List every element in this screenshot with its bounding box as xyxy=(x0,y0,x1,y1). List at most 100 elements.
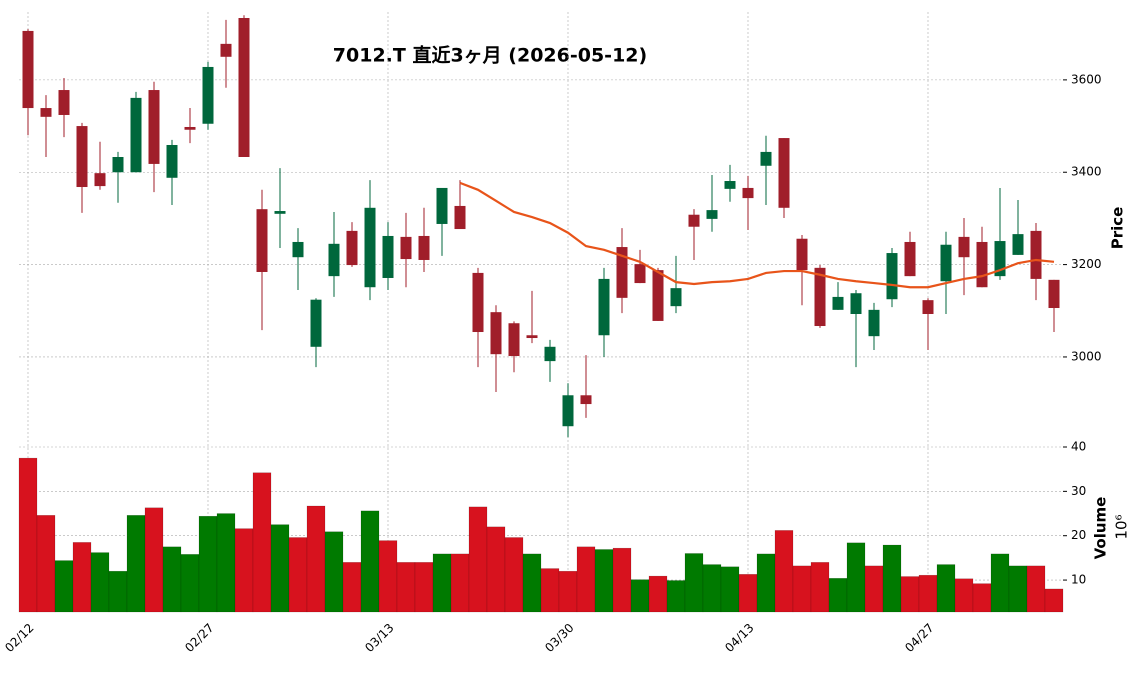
volume-bar xyxy=(954,578,974,613)
x-tick-label: 02/27 xyxy=(182,621,216,655)
candle-body xyxy=(652,270,664,321)
candle-body xyxy=(418,235,430,260)
volume-bar xyxy=(666,580,686,613)
x-tick-label: 03/13 xyxy=(362,621,396,655)
volume-bar xyxy=(828,578,848,613)
candle-body xyxy=(760,151,772,166)
volume-bar xyxy=(684,553,704,613)
candle-body xyxy=(202,66,214,124)
volume-tick-label: 40 xyxy=(1071,440,1086,454)
candle-body xyxy=(76,126,88,188)
y-tick-label: 3600 xyxy=(1071,72,1102,86)
volume-bar xyxy=(630,579,650,613)
volume-bar xyxy=(162,546,182,613)
candle-body xyxy=(616,247,628,298)
volume-bar xyxy=(72,542,92,613)
volume-bar xyxy=(378,540,398,613)
x-tick-label: 04/27 xyxy=(902,621,936,655)
volume-bar xyxy=(234,528,254,613)
volume-bar xyxy=(558,570,578,613)
candle-body xyxy=(40,108,52,117)
y-tick-label: 3200 xyxy=(1071,257,1102,271)
candle-body xyxy=(868,309,880,337)
candle-body xyxy=(976,241,988,288)
volume-offset-label: 10⁶ xyxy=(1113,514,1131,539)
volume-bar xyxy=(450,553,470,613)
volume-bar xyxy=(198,515,218,613)
candle-body xyxy=(436,187,448,224)
candle-body xyxy=(940,244,952,282)
volume-bar xyxy=(522,553,542,613)
candle-body xyxy=(490,312,502,355)
candle-body xyxy=(796,238,808,271)
volume-bar xyxy=(432,553,452,613)
y-axis-label: Price xyxy=(1109,207,1127,250)
candle-body xyxy=(472,272,484,333)
volume-bar xyxy=(612,547,632,613)
candle-body xyxy=(166,144,178,178)
volume-bar xyxy=(180,554,200,613)
candle-body xyxy=(958,236,970,258)
volume-bar xyxy=(720,566,740,613)
volume-bar xyxy=(126,515,146,613)
volume-bar xyxy=(1044,588,1064,613)
volume-bar xyxy=(792,565,812,613)
candle-body xyxy=(364,207,376,288)
volume-bar xyxy=(414,562,434,613)
candle-body xyxy=(526,335,538,339)
volume-bar xyxy=(576,546,596,613)
volume-bar xyxy=(936,564,956,613)
x-tick-label: 04/13 xyxy=(722,621,756,655)
candle-body xyxy=(292,241,304,258)
chart-title: 7012.T 直近3ヶ月 (2026-05-12) xyxy=(333,44,647,67)
candle-body xyxy=(1048,279,1060,309)
volume-bar xyxy=(396,562,416,613)
candle-body xyxy=(724,181,736,189)
candle-body xyxy=(994,241,1006,277)
volume-bar xyxy=(108,570,128,613)
candle-body xyxy=(238,18,250,157)
candle-body xyxy=(130,97,142,173)
candle-body xyxy=(112,157,124,173)
candle-body xyxy=(256,209,268,272)
candle-body xyxy=(706,210,718,219)
candle-body xyxy=(562,395,574,427)
y-tick-label: 3000 xyxy=(1071,349,1102,363)
volume-bar xyxy=(306,505,326,613)
volume-bar xyxy=(594,549,614,613)
candle-body xyxy=(1012,234,1024,255)
volume-tick-label: 10 xyxy=(1071,573,1086,587)
volume-bar xyxy=(846,542,866,613)
volume-bar xyxy=(756,553,776,613)
volume-bar xyxy=(360,510,380,613)
candle-body xyxy=(598,278,610,336)
volume-bar xyxy=(324,531,344,613)
volume-bar xyxy=(90,552,110,613)
candle-body xyxy=(688,214,700,227)
volume-bar xyxy=(810,562,830,613)
candle-body xyxy=(886,253,898,300)
volume-bar xyxy=(540,568,560,613)
volume-bar xyxy=(882,544,902,613)
candle-body xyxy=(454,205,466,230)
volume-bar xyxy=(900,576,920,613)
y-tick-label: 3400 xyxy=(1071,165,1102,179)
candle-body xyxy=(634,264,646,284)
candle-body xyxy=(184,126,196,130)
candle-body xyxy=(544,346,556,362)
volume-bar xyxy=(990,553,1010,613)
candle-body xyxy=(922,300,934,315)
candle-body xyxy=(670,288,682,307)
candle-body xyxy=(400,236,412,260)
volume-bar xyxy=(54,560,74,613)
candle-body xyxy=(22,30,34,109)
x-tick-label: 03/30 xyxy=(542,621,576,655)
volume-bar xyxy=(972,583,992,613)
volume-bar xyxy=(18,457,38,613)
candle-body xyxy=(742,187,754,199)
volume-bar xyxy=(252,472,272,613)
candle-body xyxy=(346,230,358,266)
volume-bar xyxy=(702,564,722,613)
volume-bar xyxy=(468,506,488,613)
candle-body xyxy=(778,138,790,208)
